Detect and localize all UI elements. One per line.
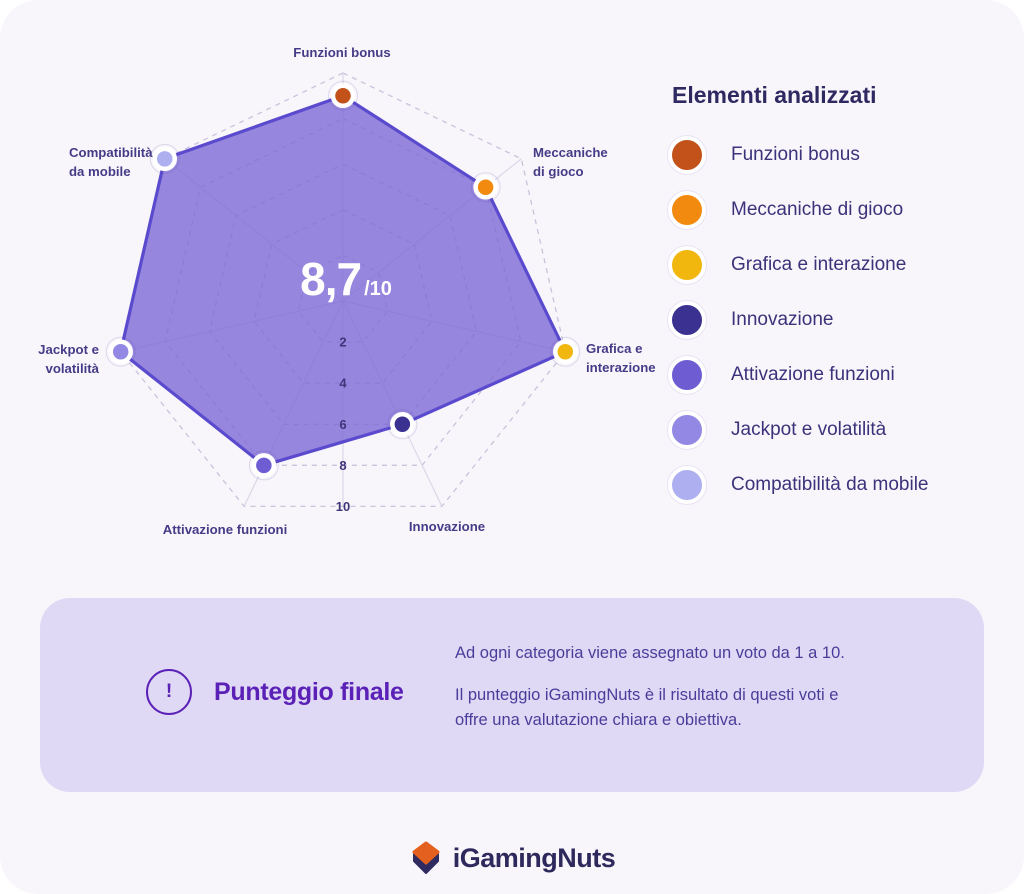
legend-item-label: Funzioni bonus [731,144,860,165]
legend-item-6: Jackpot e volatilità [668,411,998,449]
legend-color-dot [668,466,706,504]
radar-dot-ring [470,172,501,203]
exclamation-icon: ! [146,669,192,715]
legend-item-label: Attivazione funzioni [731,364,895,385]
legend-item-label: Innovazione [731,309,834,330]
radar-dot-7 [152,146,177,172]
radar-tick-label: 4 [339,376,347,391]
legend-panel: Elementi analizzati Funzioni bonus Meccan… [668,82,998,521]
legend-item-label: Grafica e interazione [731,254,907,275]
brand-logo-icon [412,841,440,874]
radar-svg: 2 4 6 8 10 Funzioni bonus Meccaniche di gioco Gr… [38,45,656,537]
legend-items: Funzioni bonus Meccaniche di gioco Grafica… [668,136,998,504]
radar-dot-3 [553,339,578,364]
radar-dot-ring [328,80,358,111]
legend-item-label: Jackpot e volatilità [731,419,887,440]
description-paragraph: Ad ogni categoria viene assegnato un vot… [455,644,845,662]
score-max: /10 [364,278,392,300]
radar-category-label: Jackpot e volatilità [38,342,100,376]
overall-score: 8,7 /10 [300,252,392,306]
legend-item-2: Meccaniche di gioco [668,191,998,229]
final-score-title: Punteggio finale [214,677,404,706]
final-score-description: Ad ogni categoria viene assegnato un vot… [455,641,847,734]
legend-color-dot [668,246,706,284]
radar-dot-4 [390,412,415,437]
legend-item-4: Innovazione [668,301,998,339]
legend-item-label: Meccaniche di gioco [731,199,904,220]
score-value: 8,7 [300,253,362,305]
legend-color-dot [668,411,706,449]
legend-item-5: Attivazione funzioni [668,356,998,394]
legend-item-label: Compatibilità da mobile [731,474,929,495]
legend-title: Elementi analizzati [672,82,877,108]
radar-dot-1 [330,83,356,109]
radar-dot-2 [473,175,498,200]
brand-name: iGamingNuts [452,842,616,873]
legend-color-dot [668,301,706,339]
legend-item-3: Grafica e interazione [668,246,998,284]
radar-dot-ring [149,143,180,174]
legend-item-1: Funzioni bonus [668,136,998,174]
description-paragraph: Il punteggio iGamingNuts è il risultato … [455,685,839,730]
radar-tick-label: 2 [339,335,346,350]
radar-tick-label: 8 [339,458,346,473]
radar-category-label: Attivazione funzioni [163,522,288,537]
radar-tick-label: 10 [336,499,350,514]
radar-category-label: Innovazione [409,519,485,534]
footer-brand: iGamingNuts [0,840,1024,876]
legend-color-dot [668,356,706,394]
final-score-card [40,598,984,792]
final-score-heading: ! Punteggio finale [146,669,404,715]
radar-tick-label: 6 [339,417,346,432]
radar-dot-ring [387,409,418,440]
legend-color-dot [668,191,706,229]
radar-category-label: Grafica e interazione [586,341,656,375]
legend-item-7: Compatibilità da mobile [668,466,998,504]
radar-chart: 2 4 6 8 10 Funzioni bonus Meccaniche di gioco Gr… [0,0,700,580]
radar-category-label: Meccaniche di gioco [533,145,608,179]
radar-data-polygon [119,94,567,467]
legend-color-dot [668,136,706,174]
radar-dot-ring [550,336,581,367]
radar-dot-6 [108,339,133,364]
radar-dot-ring [248,450,279,481]
radar-category-label: Funzioni bonus [293,45,390,60]
radar-dot-5 [251,453,277,478]
radar-category-label: Compatibilità da mobile [69,145,153,179]
radar-dot-ring [105,336,136,367]
